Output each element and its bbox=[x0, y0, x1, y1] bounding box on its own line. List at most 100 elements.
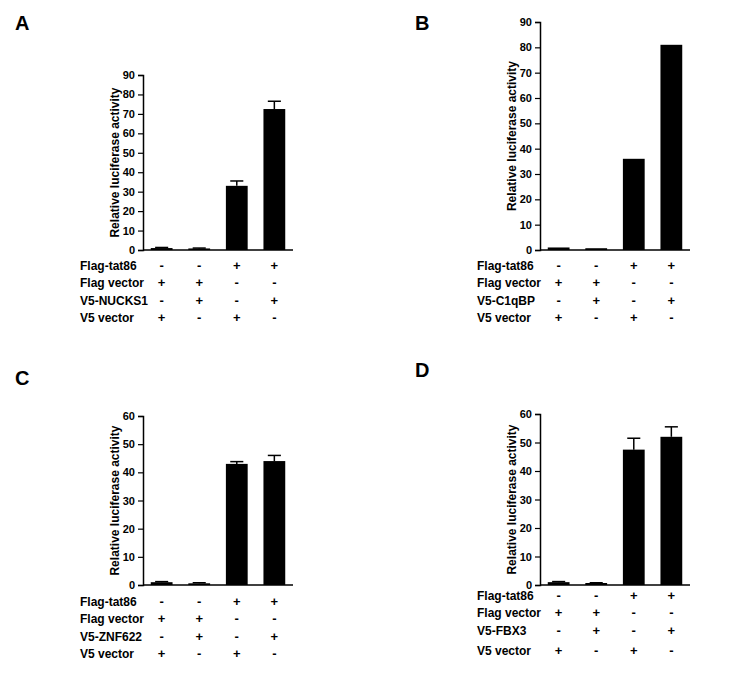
y-tick-label: 30 bbox=[123, 495, 135, 507]
condition-sign: - bbox=[632, 605, 636, 620]
condition-sign: + bbox=[195, 629, 203, 644]
y-tick-mark bbox=[138, 250, 143, 251]
y-tick-mark bbox=[535, 174, 540, 175]
y-tick: 10 bbox=[123, 225, 143, 237]
y-axis-line bbox=[138, 76, 144, 251]
error-cap bbox=[552, 581, 565, 583]
y-tick-mark bbox=[535, 123, 540, 124]
y-tick: 0 bbox=[129, 244, 143, 256]
condition-sign: + bbox=[668, 588, 676, 603]
condition-sign: - bbox=[632, 293, 636, 308]
panel-letter: B bbox=[415, 12, 429, 34]
condition-sign: + bbox=[555, 275, 563, 290]
y-tick-label: 80 bbox=[123, 88, 135, 100]
y-tick-label: 40 bbox=[520, 465, 532, 477]
y-tick-label: 70 bbox=[123, 108, 135, 120]
y-tick: 40 bbox=[520, 143, 540, 155]
condition-sign: + bbox=[158, 646, 166, 661]
y-tick: 0 bbox=[526, 244, 540, 256]
condition-sign: + bbox=[555, 605, 563, 620]
condition-sign: - bbox=[197, 258, 201, 273]
y-tick-mark bbox=[535, 585, 540, 586]
error-bar bbox=[230, 181, 243, 186]
condition-sign: - bbox=[632, 275, 636, 290]
y-tick: 40 bbox=[520, 465, 540, 477]
panel-letter: D bbox=[415, 359, 429, 381]
y-tick: 70 bbox=[520, 67, 540, 79]
y-axis: 0102030405060708090 bbox=[520, 16, 541, 256]
y-tick-mark bbox=[535, 471, 540, 472]
y-tick-mark bbox=[138, 230, 143, 231]
error-cap bbox=[627, 437, 640, 439]
error-bar bbox=[193, 248, 206, 249]
y-tick-label: 20 bbox=[520, 193, 532, 205]
y-tick: 80 bbox=[520, 41, 540, 53]
y-tick-mark bbox=[138, 557, 143, 558]
y-tick-mark bbox=[535, 499, 540, 500]
y-tick: 20 bbox=[123, 205, 143, 217]
condition-sign: + bbox=[630, 310, 638, 325]
error-stem bbox=[671, 427, 673, 437]
condition-sign: - bbox=[235, 611, 239, 626]
x-axis bbox=[540, 585, 690, 586]
y-axis-title: Relative luciferase activity bbox=[108, 87, 122, 237]
panel: A0102030405060708090Relative luciferase … bbox=[15, 12, 293, 325]
y-axis-title: Relative luciferase activity bbox=[108, 425, 122, 575]
y-tick-mark bbox=[138, 192, 143, 193]
error-stem bbox=[274, 101, 276, 109]
x-axis bbox=[143, 250, 293, 251]
condition-label: Flag-tat86 bbox=[80, 259, 137, 273]
y-tick: 50 bbox=[123, 147, 143, 159]
y-tick: 20 bbox=[123, 523, 143, 535]
y-axis-line bbox=[535, 415, 541, 586]
y-axis: 0102030405060 bbox=[520, 408, 541, 591]
condition-label: V5-ZNF622 bbox=[80, 630, 142, 644]
y-tick: 10 bbox=[520, 551, 540, 563]
y-tick-label: 50 bbox=[520, 437, 532, 449]
y-tick-label: 70 bbox=[520, 67, 532, 79]
y-tick-mark bbox=[138, 211, 143, 212]
error-cap bbox=[193, 582, 206, 584]
condition-sign: - bbox=[159, 293, 163, 308]
y-tick-mark bbox=[535, 149, 540, 150]
y-tick-mark bbox=[535, 442, 540, 443]
condition-sign: - bbox=[197, 310, 201, 325]
y-axis: 0102030405060 bbox=[123, 410, 144, 591]
condition-sign: - bbox=[159, 629, 163, 644]
y-tick: 40 bbox=[123, 466, 143, 478]
condition-sign: + bbox=[233, 258, 241, 273]
y-tick: 50 bbox=[520, 437, 540, 449]
condition-sign: - bbox=[235, 293, 239, 308]
condition-sign: + bbox=[271, 629, 279, 644]
y-tick: 80 bbox=[123, 88, 143, 100]
error-bar bbox=[155, 247, 168, 249]
y-tick: 50 bbox=[123, 438, 143, 450]
condition-label: Flag vector bbox=[477, 606, 541, 620]
y-tick: 60 bbox=[520, 92, 540, 104]
error-bar bbox=[627, 438, 640, 449]
error-bar bbox=[665, 427, 678, 437]
y-tick-mark bbox=[138, 500, 143, 501]
y-tick-mark bbox=[138, 94, 143, 95]
bar bbox=[660, 437, 682, 585]
x-axis bbox=[540, 250, 690, 251]
error-stem bbox=[274, 455, 276, 461]
y-tick-mark bbox=[535, 199, 540, 200]
bar bbox=[623, 450, 645, 585]
condition-sign: - bbox=[272, 611, 276, 626]
y-tick-label: 20 bbox=[123, 523, 135, 535]
y-axis-title: Relative luciferase activity bbox=[505, 424, 519, 574]
condition-sign: + bbox=[158, 611, 166, 626]
condition-sign: - bbox=[669, 605, 673, 620]
error-cap bbox=[268, 101, 281, 103]
error-stem bbox=[633, 438, 635, 449]
condition-sign: - bbox=[594, 258, 598, 273]
condition-sign: + bbox=[195, 611, 203, 626]
condition-label: V5 vector bbox=[477, 311, 531, 325]
condition-sign: - bbox=[556, 293, 560, 308]
condition-sign: - bbox=[594, 643, 598, 658]
plot-area bbox=[151, 455, 285, 585]
condition-sign: + bbox=[630, 258, 638, 273]
condition-sign: + bbox=[233, 646, 241, 661]
y-tick-mark bbox=[535, 22, 540, 23]
